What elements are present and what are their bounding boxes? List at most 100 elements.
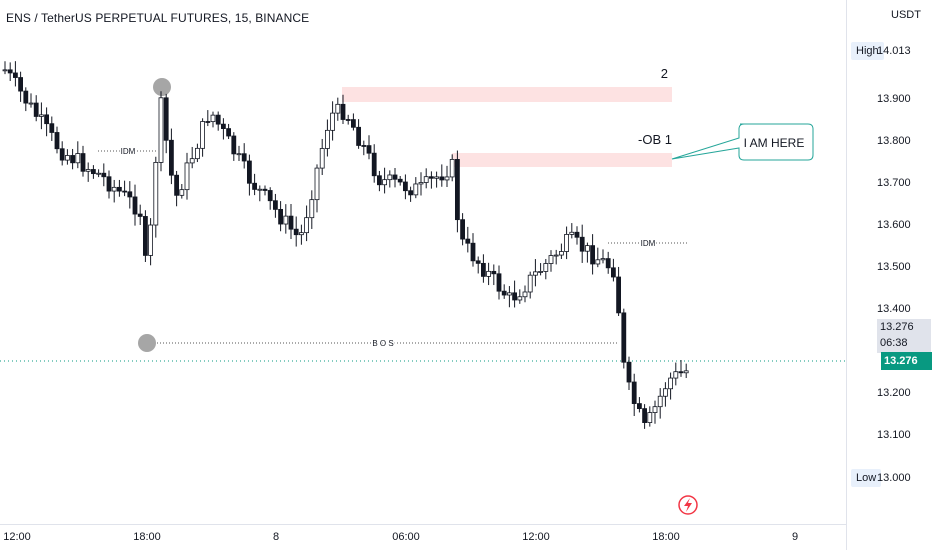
callout-bubble[interactable] [671,123,814,161]
candle-body [168,139,174,176]
idm-label-left: IDM [121,147,136,156]
candle-body [148,224,154,256]
time-tick: 18:00 [133,531,161,543]
order-block-zone[interactable] [452,153,672,167]
candle-body [683,370,689,374]
chart-title: ENS / TetherUS PERPETUAL FUTURES, 15, BI… [6,11,310,25]
candle-body [538,271,543,273]
candle-body [85,169,91,172]
candle-body [397,178,403,183]
candle-body [345,119,351,121]
candle-body [491,270,497,275]
swing-high-marker[interactable] [153,78,171,96]
candle-body [163,97,169,141]
time-tick: 8 [272,531,280,543]
candle-body [226,128,232,137]
candle-body [574,231,580,238]
candle-body [413,183,419,196]
price-axis[interactable]: USDT High 14.013 13.900 13.800 13.700 13… [846,0,932,550]
candle-body [80,153,86,172]
candle-body [621,312,627,363]
candle-body [210,114,216,123]
candle-body [579,236,585,252]
supply-zone-2[interactable] [342,87,672,102]
candle-body [241,153,247,162]
candle-body [444,176,450,181]
candle-body [371,152,377,177]
candle-body [496,273,502,292]
candle-body [65,155,70,161]
candle-body [288,215,294,230]
candle-body [460,219,466,240]
candle-body [668,377,673,390]
time-tick: 12:00 [3,531,31,543]
candle-body [174,174,180,196]
ob-label: -OB 1 [638,132,672,147]
candle-body [7,69,13,74]
current-price-tag: 13.276 [881,352,932,370]
candle-body [75,153,81,164]
currency-label: USDT [891,9,921,21]
candle-body [132,196,138,215]
candle-body [465,238,471,244]
candle-body [257,188,263,191]
candle-body [470,242,476,262]
swing-low-marker[interactable] [138,334,156,352]
candle-body [376,175,382,186]
candle-body [657,395,663,408]
candle-body [18,77,24,92]
bos-label: B O S [372,339,393,348]
candle-body [70,155,75,164]
time-axis[interactable]: 12:00 18:00 8 06:00 12:00 18:00 9 [0,524,846,551]
candle-body [293,228,299,236]
candle-body [585,245,590,252]
candle-body [283,215,289,225]
candle-body [553,254,559,257]
candle-body [106,176,112,192]
candle-body [506,292,512,296]
candle-body [272,200,278,210]
candle-body [595,259,601,265]
candle-body [59,148,65,161]
candle-body [616,276,621,314]
candle-body [122,190,127,193]
candle-body [304,217,310,234]
candle-body [142,216,148,256]
candle-body [564,234,569,252]
candle-body [673,371,679,379]
candle-body [522,291,528,298]
candle-body [387,174,393,181]
candle-body [356,126,362,146]
candle-body [449,159,455,178]
lightning-alert-icon[interactable] [678,495,698,515]
candle-body [454,159,460,221]
candle-body [252,182,258,190]
candle-body [361,145,367,147]
chart-pane[interactable]: 2 -OB 1 I AM HERE IDM IDM B O S [0,0,846,524]
candle-body [512,292,517,301]
candle-body [637,403,642,410]
candle-body [200,121,206,149]
candle-body [23,90,29,104]
time-tick: 06:00 [392,531,420,543]
candle-body [418,182,424,185]
candle-body [402,181,408,192]
price-tick: 13.800 [877,135,911,147]
candle-body [330,112,336,131]
candle-body [231,135,237,155]
candle-body [158,97,164,163]
candle-body [480,262,486,277]
candle-body [527,274,533,293]
candle-body [605,258,611,269]
candle-body [215,114,221,125]
zone-2-label: 2 [661,66,668,81]
candle-body [652,406,658,413]
candle-body [2,69,8,72]
price-tick: 13.700 [877,177,911,189]
candle-body [340,103,346,120]
candle-body [408,190,414,196]
price-tick: 13.400 [877,303,911,315]
candle-body [548,255,554,264]
candle-body [101,172,107,178]
candle-body [314,167,320,201]
